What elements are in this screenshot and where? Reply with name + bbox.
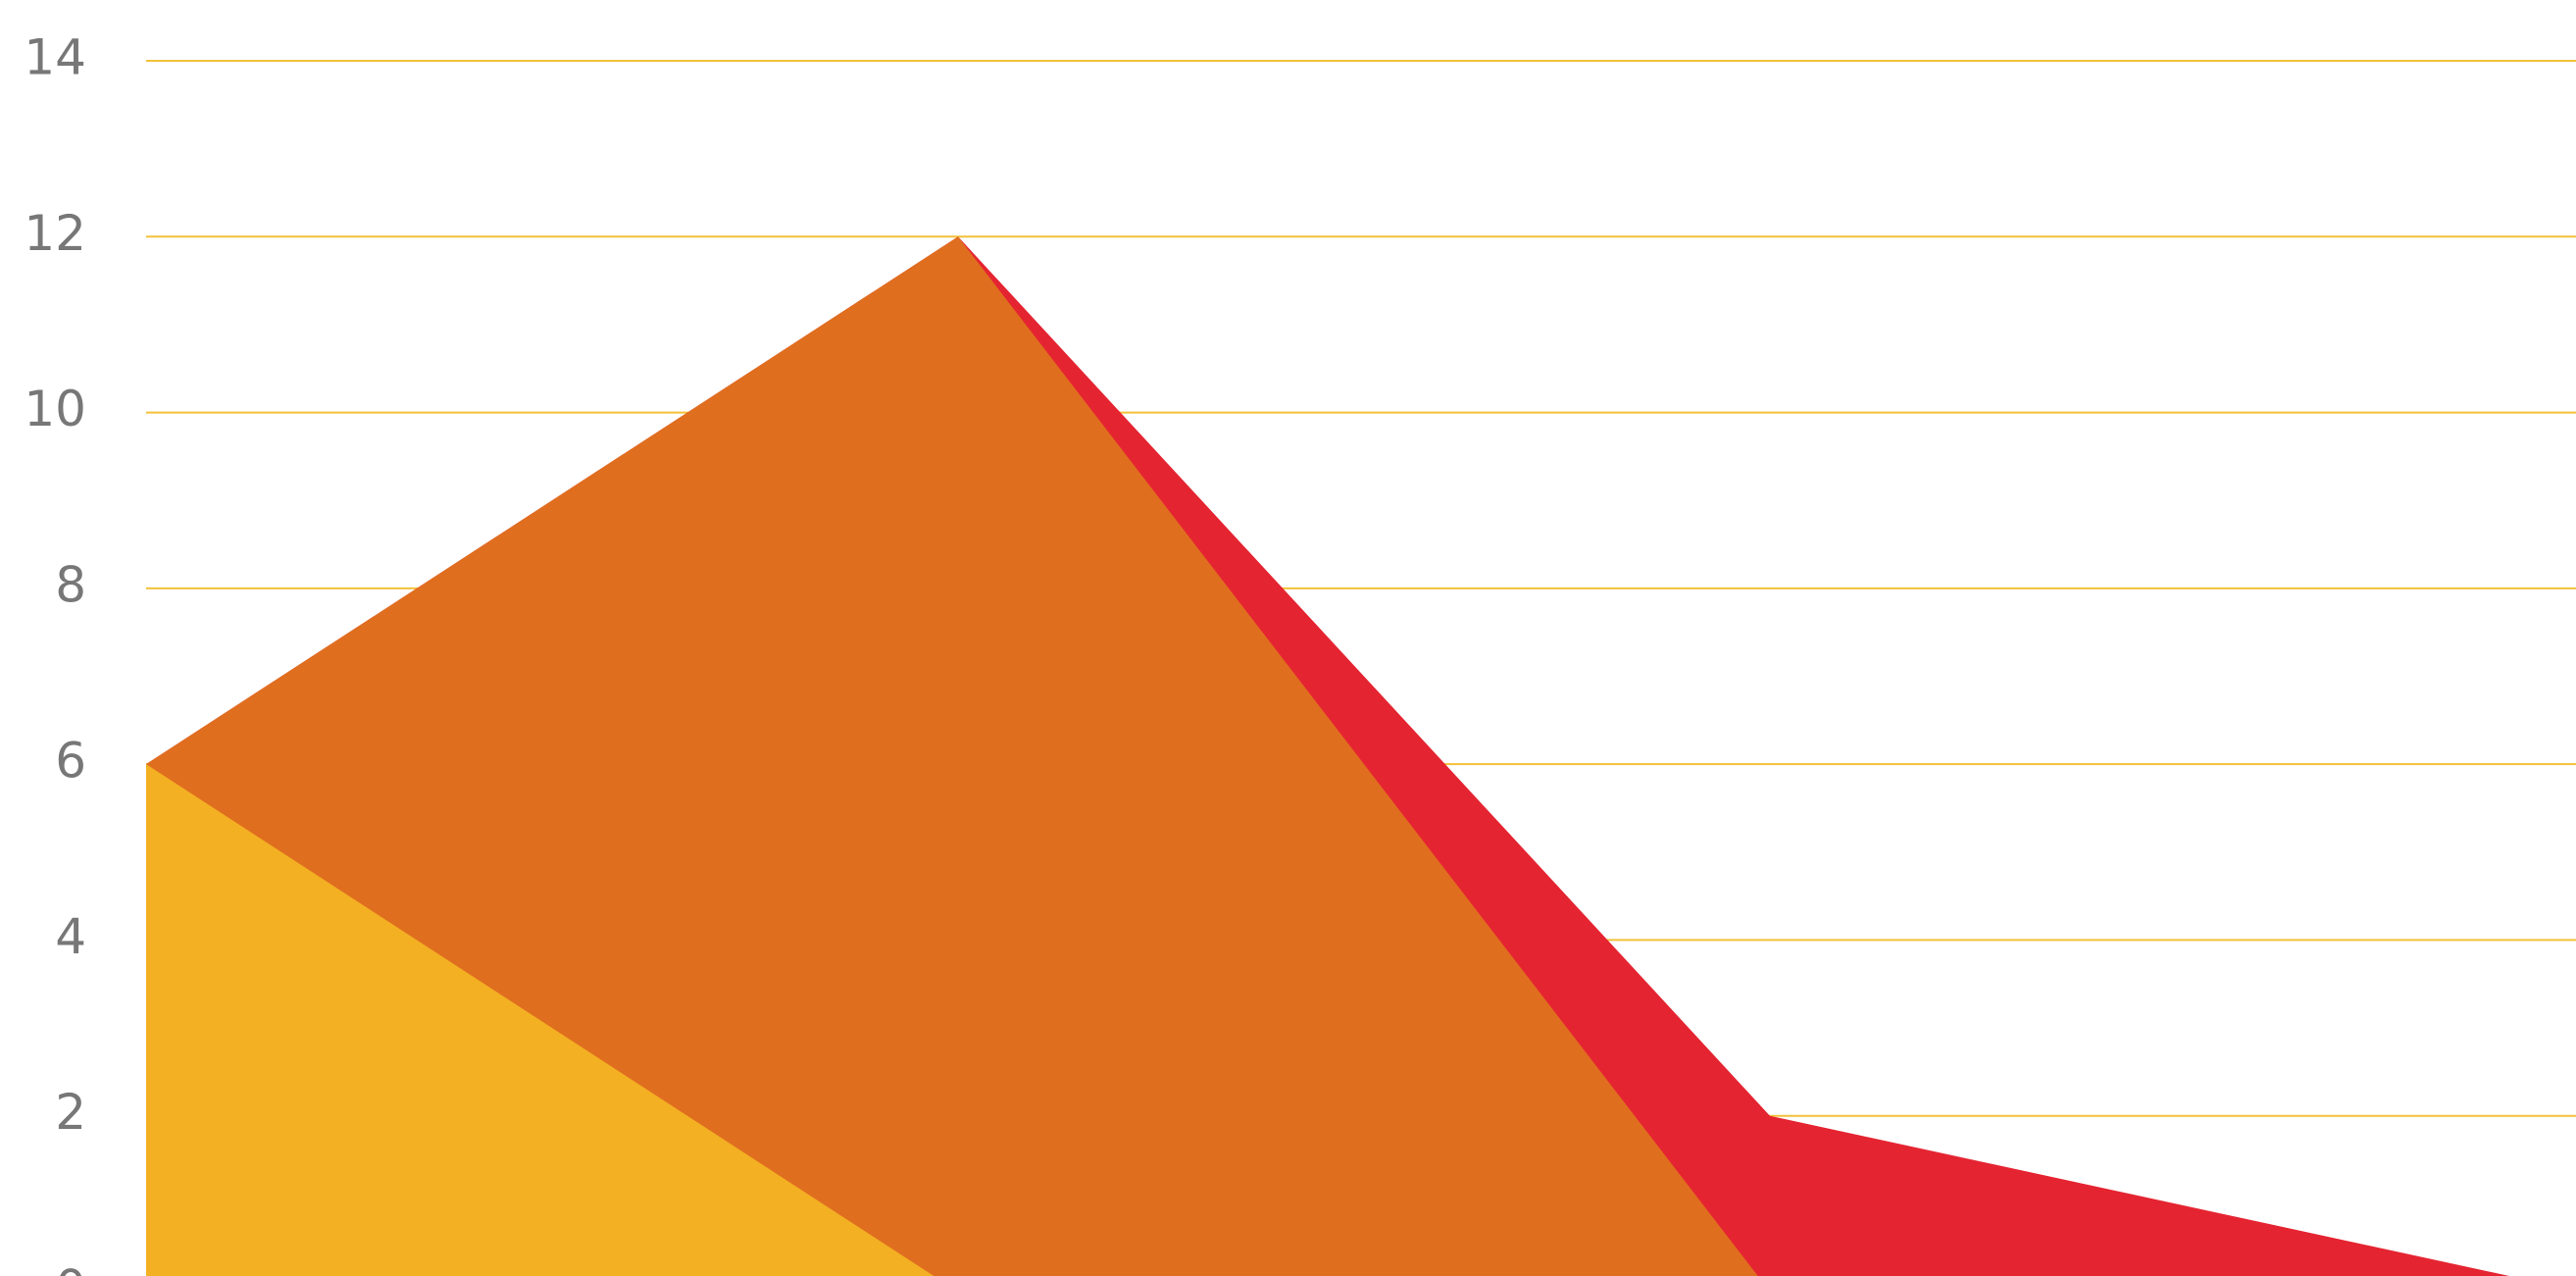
y-tick-label: 4 [55, 908, 86, 965]
y-tick-label: 0 [55, 1260, 86, 1276]
y-tick-label: 2 [55, 1084, 86, 1141]
area [146, 236, 1758, 1276]
area [146, 764, 934, 1276]
y-tick-label: 6 [55, 733, 86, 790]
y-tick-label: 12 [24, 205, 86, 262]
y-tick-label: 8 [55, 556, 86, 613]
y-tick-label: 10 [24, 381, 86, 437]
y-tick-label: 14 [24, 29, 86, 86]
